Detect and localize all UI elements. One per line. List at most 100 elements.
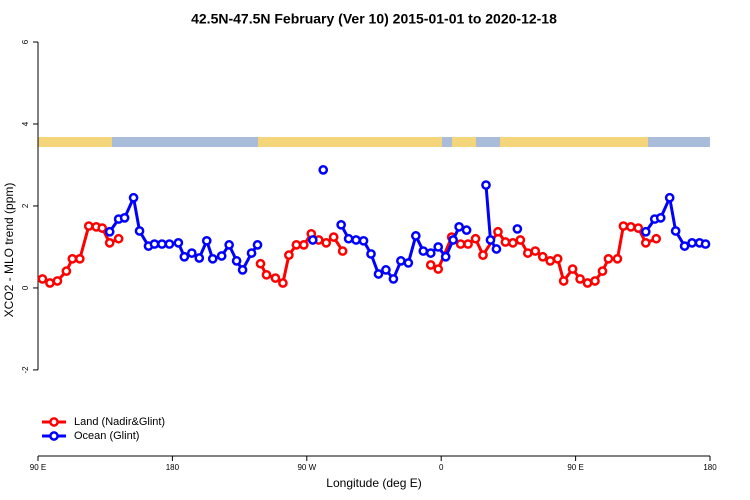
- data-point: [558, 276, 569, 286]
- data-point: [97, 223, 108, 233]
- data-point: [149, 239, 160, 249]
- legend: Land (Nadir&Glint) Ocean (Glint): [42, 416, 165, 442]
- data-point: [448, 235, 458, 245]
- data-point: [74, 253, 85, 264]
- data-point: [590, 276, 600, 286]
- data-point: [261, 269, 272, 280]
- data-point: [687, 238, 697, 248]
- y-tick-label: 4: [21, 121, 30, 126]
- data-point: [552, 253, 563, 264]
- data-point: [455, 239, 466, 249]
- data-point: [481, 180, 491, 190]
- data-point: [512, 224, 523, 234]
- data-point: [640, 226, 651, 237]
- data-point: [270, 273, 281, 283]
- legend-label: Land (Nadir&Glint): [74, 416, 165, 428]
- data-point: [179, 251, 190, 262]
- data-point: [67, 253, 78, 264]
- data-point: [201, 235, 212, 246]
- data-point: [545, 256, 556, 266]
- data-point: [337, 246, 348, 256]
- x-tick-label: 180: [166, 463, 180, 472]
- data-point: [113, 233, 124, 244]
- legend-marker: [49, 431, 59, 441]
- data-point: [343, 233, 354, 244]
- land-mask-band: [38, 137, 710, 147]
- land-band: [500, 137, 648, 147]
- chart-title: 42.5N-47.5N February (Ver 10) 2015-01-01…: [191, 11, 557, 27]
- data-point: [515, 235, 526, 245]
- data-point: [351, 235, 361, 245]
- data-point: [522, 248, 533, 258]
- data-point: [597, 266, 608, 276]
- data-point: [603, 253, 614, 264]
- x-tick-label: 90 E: [30, 463, 46, 472]
- data-point: [403, 258, 414, 268]
- data-point: [104, 238, 115, 248]
- data-point: [454, 222, 464, 232]
- data-point: [216, 251, 227, 261]
- data-point: [45, 278, 55, 288]
- data-point: [318, 165, 329, 175]
- data-point: [491, 244, 502, 254]
- data-point: [207, 253, 218, 264]
- data-point: [575, 274, 585, 284]
- data-point: [537, 251, 548, 262]
- data-point: [128, 192, 139, 203]
- data-point: [440, 251, 451, 262]
- x-tick-label: 90 E: [567, 463, 583, 472]
- data-point: [664, 192, 675, 203]
- data-point: [186, 248, 197, 258]
- y-tick-label: 6: [21, 39, 30, 44]
- data-point: [433, 264, 444, 274]
- data-point: [252, 240, 263, 250]
- data-point: [700, 239, 711, 249]
- data-point: [246, 248, 257, 258]
- data-point: [670, 226, 681, 236]
- data-point: [307, 235, 318, 245]
- data-point: [679, 241, 690, 251]
- data-point: [231, 256, 242, 266]
- y-tick-label: 2: [21, 203, 30, 208]
- data-point: [463, 239, 473, 249]
- data-point: [358, 235, 369, 246]
- data-point: [470, 233, 481, 244]
- data-point: [119, 212, 130, 223]
- x-tick-label: 0: [439, 463, 444, 472]
- data-point: [328, 232, 339, 242]
- data-point: [508, 238, 518, 248]
- data-point: [61, 266, 72, 276]
- data-point: [410, 231, 421, 241]
- data-point: [618, 221, 629, 231]
- data-point: [651, 233, 662, 244]
- data-point: [284, 250, 294, 260]
- data-point: [381, 265, 391, 275]
- data-point: [633, 223, 644, 233]
- data-point: [157, 239, 167, 249]
- data-point: [37, 274, 48, 284]
- data-point: [500, 237, 511, 247]
- y-axis-label: XCO2 - MLO trend (ppm): [2, 183, 16, 318]
- y-tick-label: -2: [21, 366, 30, 374]
- data-point: [388, 274, 399, 284]
- data-point: [425, 248, 436, 258]
- data-point: [425, 260, 436, 270]
- land-band: [258, 137, 442, 147]
- land-band: [38, 137, 112, 147]
- x-tick-label: 90 W: [297, 463, 316, 472]
- data-point: [83, 221, 94, 231]
- data-point: [655, 212, 666, 223]
- data-point: [255, 258, 266, 269]
- data-point: [461, 225, 472, 235]
- data-point: [493, 226, 503, 237]
- data-point: [418, 246, 429, 256]
- legend-marker: [49, 417, 59, 427]
- legend-label: Ocean (Glint): [74, 430, 139, 442]
- data-point: [478, 250, 488, 260]
- data-point: [298, 240, 309, 250]
- data-point: [104, 226, 115, 237]
- data-point: [194, 253, 205, 263]
- land-band: [452, 137, 476, 147]
